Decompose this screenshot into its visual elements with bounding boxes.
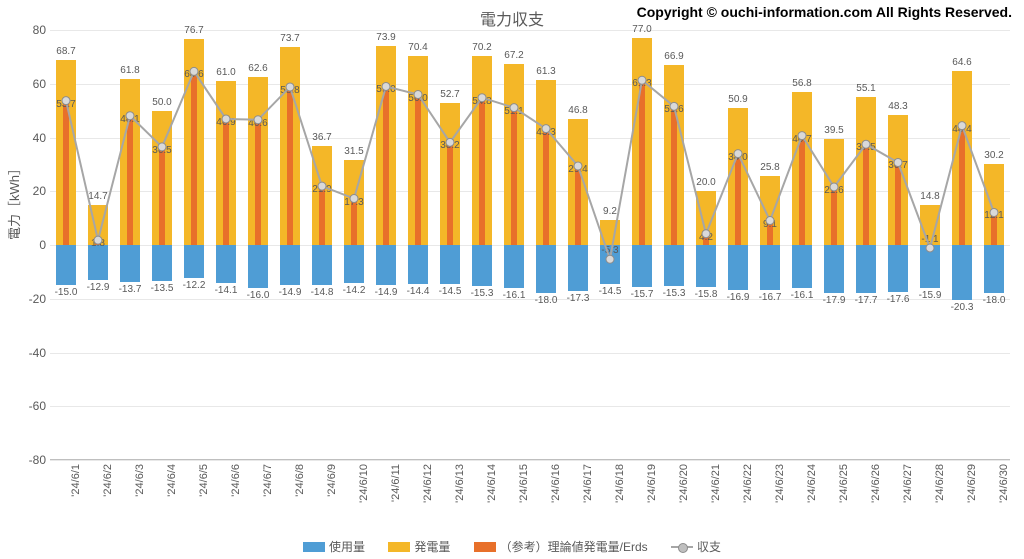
legend-swatch-ref xyxy=(474,542,496,552)
ytick-label: 60 xyxy=(12,77,46,91)
ytick-label: 0 xyxy=(12,238,46,252)
xtick-label: '24/6/2 xyxy=(102,464,114,497)
xtick-label: '24/6/5 xyxy=(198,464,210,497)
legend-item-balance: 収支 xyxy=(671,538,721,555)
xtick-label: '24/6/9 xyxy=(326,464,338,497)
xtick-label: '24/6/21 xyxy=(710,464,722,503)
ytick-label: -80 xyxy=(12,453,46,467)
xtick-label: '24/6/11 xyxy=(390,464,402,502)
legend-label-usage: 使用量 xyxy=(329,538,365,555)
xtick-label: '24/6/14 xyxy=(486,464,498,503)
legend-item-usage: 使用量 xyxy=(303,538,365,555)
xtick-label: '24/6/13 xyxy=(454,464,466,503)
ytick-label: -60 xyxy=(12,399,46,413)
xtick-label: '24/6/19 xyxy=(646,464,658,503)
ytick-label: 40 xyxy=(12,131,46,145)
xtick-label: '24/6/22 xyxy=(742,464,754,503)
xtick-label: '24/6/16 xyxy=(550,464,562,503)
xtick-label: '24/6/27 xyxy=(902,464,914,503)
legend-label-gen: 発電量 xyxy=(414,538,450,555)
legend: 使用量 発電量 （参考）理論値発電量/Erds 収支 xyxy=(0,538,1024,555)
xtick-label: '24/6/12 xyxy=(422,464,434,503)
y-axis-label: 電力［kWh］ xyxy=(4,162,23,240)
xtick-label: '24/6/10 xyxy=(358,464,370,503)
xtick-label: '24/6/8 xyxy=(294,464,306,497)
ytick-label: -20 xyxy=(12,292,46,306)
xtick-label: '24/6/17 xyxy=(582,464,594,503)
xtick-label: '24/6/3 xyxy=(134,464,146,497)
legend-item-ref: （参考）理論値発電量/Erds xyxy=(474,538,648,555)
legend-item-gen: 発電量 xyxy=(388,538,450,555)
plot-area: -80-60-40-2002040608068.753.7-15.014.71.… xyxy=(50,30,1010,460)
legend-marker-balance xyxy=(671,542,693,552)
xtick-label: '24/6/30 xyxy=(998,464,1010,503)
balance-line xyxy=(50,30,1010,459)
legend-label-ref: （参考）理論値発電量/Erds xyxy=(500,538,648,555)
legend-swatch-gen xyxy=(388,542,410,552)
xtick-label: '24/6/24 xyxy=(806,464,818,503)
xtick-label: '24/6/4 xyxy=(166,464,178,497)
xtick-label: '24/6/6 xyxy=(230,464,242,497)
xtick-label: '24/6/29 xyxy=(966,464,978,503)
xtick-label: '24/6/15 xyxy=(518,464,530,503)
xtick-label: '24/6/23 xyxy=(774,464,786,503)
copyright-text: Copyright © ouchi-information.com All Ri… xyxy=(637,4,1012,20)
xtick-label: '24/6/25 xyxy=(838,464,850,503)
legend-label-balance: 収支 xyxy=(697,538,721,555)
xtick-label: '24/6/28 xyxy=(934,464,946,503)
xtick-label: '24/6/20 xyxy=(678,464,690,503)
xtick-label: '24/6/7 xyxy=(262,464,274,497)
xtick-label: '24/6/18 xyxy=(614,464,626,503)
chart-container: 電力収支 Copyright © ouchi-information.com A… xyxy=(0,0,1024,559)
xtick-label: '24/6/26 xyxy=(870,464,882,503)
ytick-label: 20 xyxy=(12,184,46,198)
xtick-label: '24/6/1 xyxy=(70,464,82,497)
legend-swatch-usage xyxy=(303,542,325,552)
gridline xyxy=(50,460,1010,461)
ytick-label: 80 xyxy=(12,23,46,37)
ytick-label: -40 xyxy=(12,346,46,360)
